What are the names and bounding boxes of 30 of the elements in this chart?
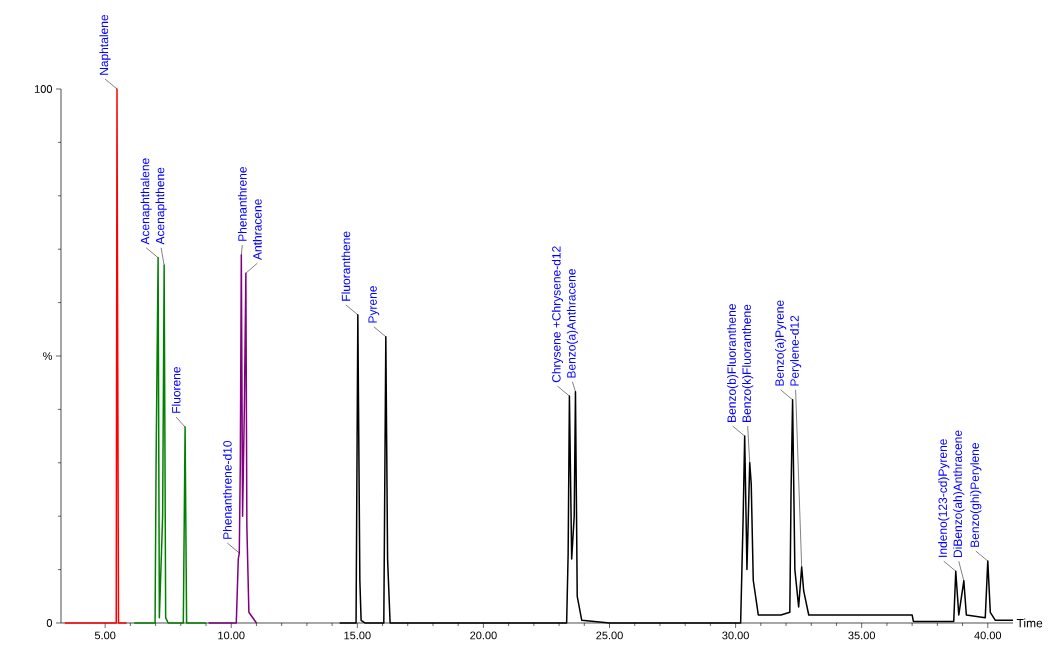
annotation: Naphtalene xyxy=(99,14,111,75)
annotation: Indeno(123-cd)Pyrene xyxy=(938,439,950,557)
annotation: Anthracene xyxy=(252,199,262,260)
x-tick-label: 10.00 xyxy=(218,631,245,640)
x-tick-label: 25.00 xyxy=(596,631,623,640)
x-tick-label: 30.00 xyxy=(722,631,749,640)
annotation: Acenaphthalene xyxy=(140,158,152,245)
x-tick-label: 35.00 xyxy=(848,631,876,640)
annotation: Fluorene xyxy=(171,367,181,413)
y-tick-label: 100 xyxy=(34,85,53,93)
annotation: Phenanthrene-d10 xyxy=(222,440,232,539)
annotation: Benzo(b)Fluoranthene xyxy=(727,304,739,422)
x-tick-label: 5.00 xyxy=(94,631,116,640)
y-tick-label: 0 xyxy=(46,619,53,627)
annotation: Fluoranthene xyxy=(341,231,351,301)
x-tick-label: 15.00 xyxy=(344,631,371,640)
annotation: Benzo(k)Fluoranthene xyxy=(742,304,754,422)
annotation: Perylene-d12 xyxy=(790,315,802,386)
y-tick-label: % xyxy=(43,352,53,360)
annotation: Pyrene xyxy=(368,286,380,323)
annotation: Benzo(ghi)Perylene xyxy=(970,443,982,547)
x-axis-title: Time xyxy=(1016,618,1043,628)
annotation: Benzo(a)Pyrene xyxy=(775,300,787,386)
annotation: Phenanthrene xyxy=(237,167,247,241)
x-tick-label: 40.00 xyxy=(974,631,1002,640)
annotation: Benzo(a)Anthracene xyxy=(566,269,578,378)
x-tick-label: 20.00 xyxy=(470,631,497,640)
annotation: Acenaphthene xyxy=(155,167,167,245)
annotation: Chrysene +Chrysene-d12 xyxy=(551,246,564,383)
annotation: DiBenzo(ah)Anthracene xyxy=(953,430,965,557)
